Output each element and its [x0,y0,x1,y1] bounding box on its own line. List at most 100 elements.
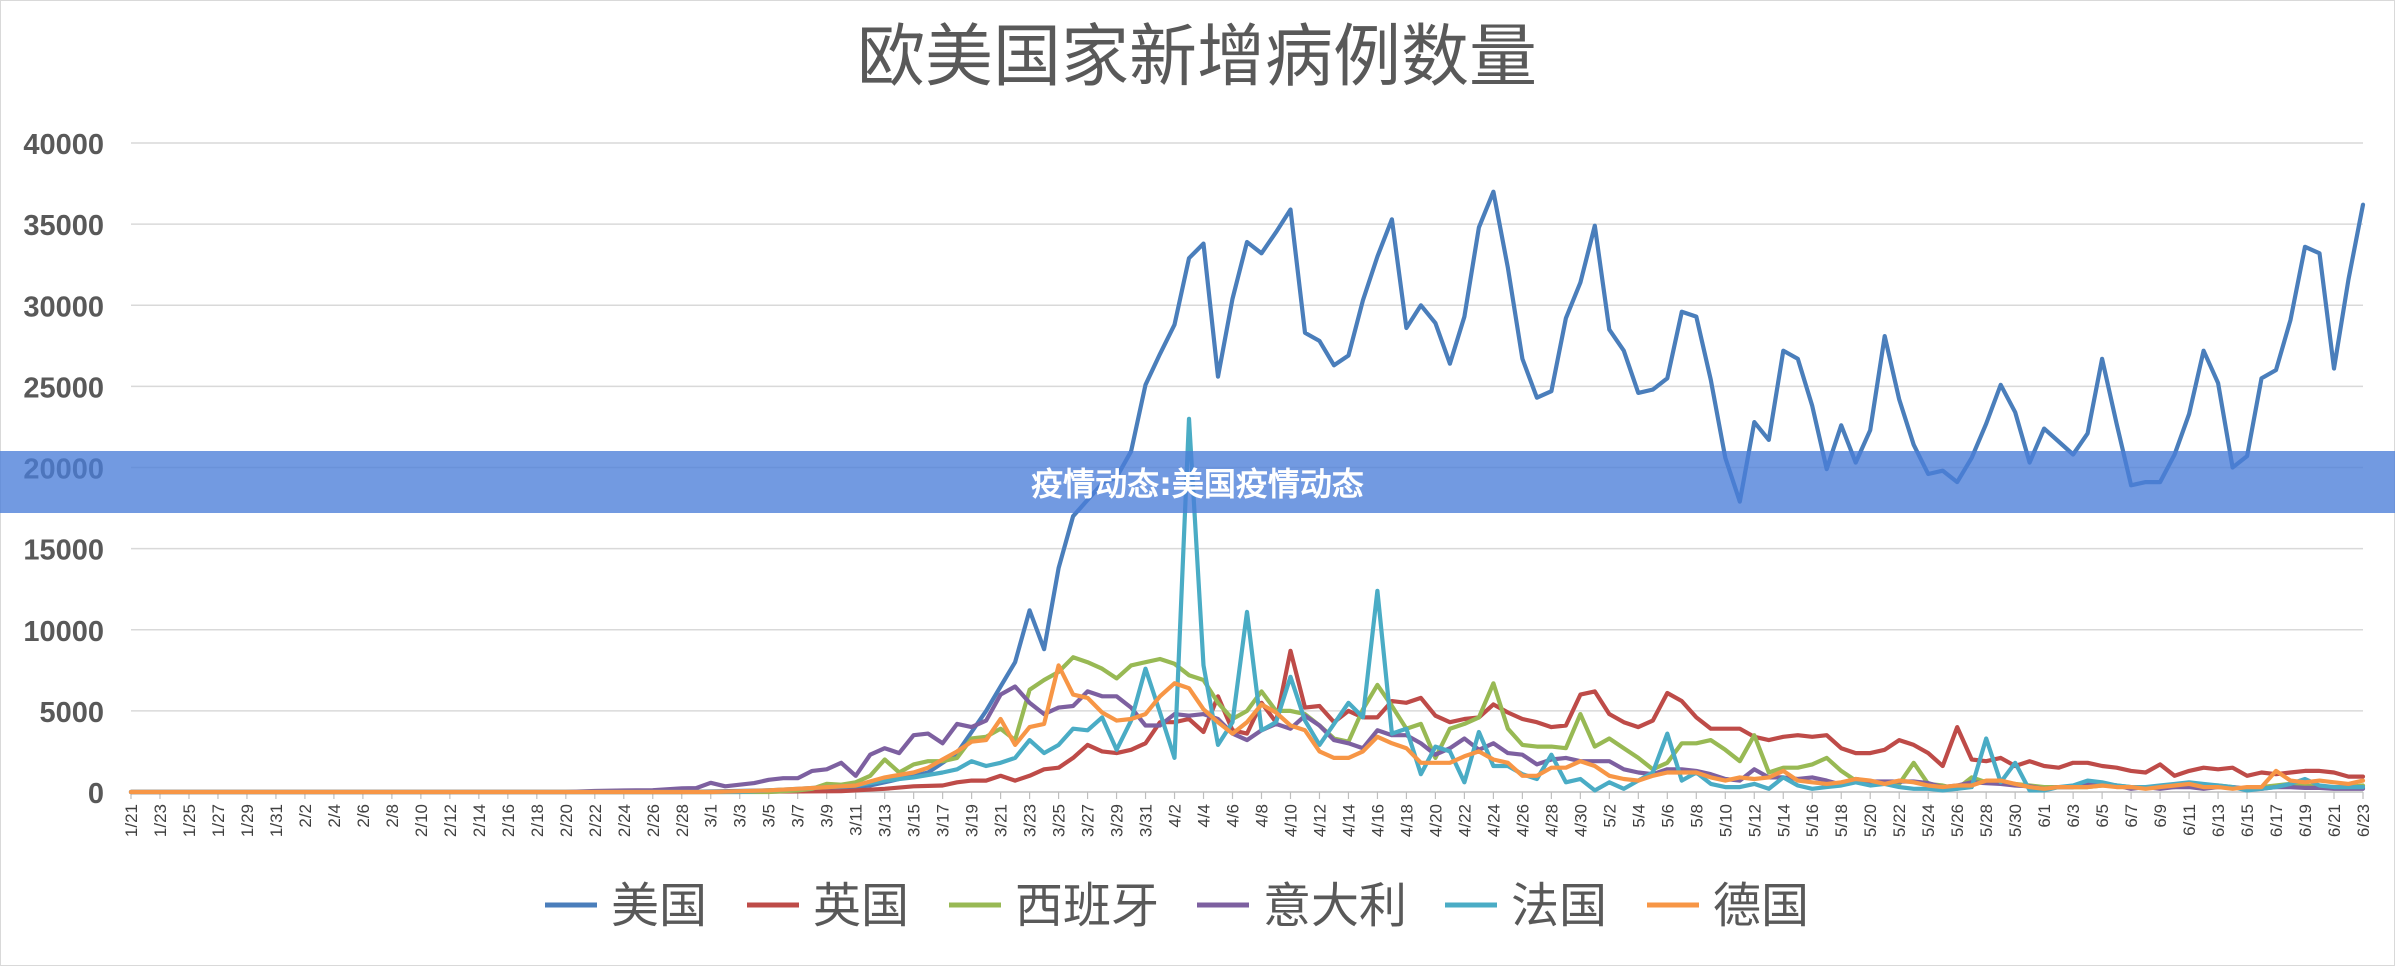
legend-label: 美国 [611,878,707,934]
x-tick-label: 4/14 [1339,804,1358,837]
x-tick-label: 1/21 [122,804,141,837]
x-tick-label: 2/28 [673,804,692,837]
series-line-法国 [128,416,2366,795]
x-tick-label: 2/14 [470,804,489,837]
x-tick-label: 3/19 [963,804,982,837]
x-tick-label: 3/25 [1050,804,1069,837]
x-tick-label: 6/7 [2122,804,2141,828]
x-tick-label: 3/27 [1079,804,1098,837]
x-tick-label: 3/11 [847,804,866,836]
x-tick-label: 2/26 [644,804,663,837]
x-tick-label: 3/3 [731,804,750,828]
y-tick-label: 5000 [39,697,104,729]
x-tick-label: 3/13 [876,804,895,837]
x-tick-label: 3/9 [818,804,837,828]
x-tick-label: 5/28 [1977,804,1996,837]
x-tick-label: 5/20 [1861,804,1880,837]
x-tick-label: 2/8 [383,804,402,828]
x-tick-label: 1/29 [238,804,257,837]
legend-label: 西班牙 [1015,878,1159,934]
y-tick-label: 15000 [23,535,104,567]
series-line-德国 [128,663,2366,795]
x-tick-label: 5/12 [1745,804,1764,837]
x-tick-label: 5/14 [1774,804,1793,837]
x-tick-label: 6/21 [2325,804,2344,837]
y-tick-label: 0 [88,778,104,810]
x-tick-label: 6/3 [2064,804,2083,828]
x-tick-label: 4/18 [1397,804,1416,837]
legend-label: 英国 [813,878,909,934]
x-tick-label: 3/7 [789,804,808,828]
x-tick-label: 4/4 [1195,804,1214,828]
x-tick-label: 4/10 [1281,804,1300,837]
y-tick-label: 30000 [23,291,104,323]
x-tick-label: 3/15 [905,804,924,837]
x-tick-label: 2/12 [441,804,460,837]
x-tick-label: 2/4 [325,804,344,828]
series-line-英国 [128,648,2366,795]
x-tick-label: 2/6 [354,804,373,828]
x-tick-label: 4/24 [1484,804,1503,837]
x-tick-label: 1/25 [180,804,199,837]
x-tick-label: 5/30 [2006,804,2025,837]
x-tick-label: 3/5 [760,804,779,828]
x-tick-label: 6/1 [2035,804,2054,828]
x-tick-label: 2/24 [615,804,634,837]
x-tick-label: 3/17 [934,804,953,837]
y-tick-label: 25000 [23,372,104,404]
x-tick-label: 2/22 [586,804,605,837]
x-tick-label: 4/20 [1426,804,1445,837]
x-tick-label: 5/2 [1600,804,1619,828]
x-tick-label: 2/18 [528,804,547,837]
legend-label: 法国 [1511,878,1607,934]
x-tick-label: 5/16 [1803,804,1822,837]
x-tick-label: 2/16 [499,804,518,837]
x-tick-label: 2/20 [557,804,576,837]
x-tick-label: 4/30 [1571,804,1590,837]
x-tick-label: 4/2 [1166,804,1185,828]
x-tick-label: 4/6 [1224,804,1243,828]
x-tick-label: 6/23 [2354,804,2373,837]
x-tick-label: 3/23 [1021,804,1040,837]
x-tick-label: 6/15 [2238,804,2257,837]
x-tick-label: 6/19 [2296,804,2315,837]
x-tick-label: 3/31 [1137,804,1156,837]
x-tick-label: 1/31 [267,804,286,837]
x-tick-label: 5/8 [1687,804,1706,828]
series-line-意大利 [128,684,2366,795]
x-tick-label: 6/11 [2180,804,2199,836]
banner: 疫情动态:美国疫情动态 [0,451,2395,513]
banner-text: 疫情动态:美国疫情动态 [1031,465,1364,503]
y-tick-label: 10000 [23,616,104,648]
x-tick-label: 6/5 [2093,804,2112,828]
x-tick-label: 5/4 [1629,804,1648,828]
x-axis: 1/21 1/23 1/25 1/27 1/29 1/31 2/2 2/4 2/6 2/8 2/10… [122,792,2373,837]
legend: 美国 英国 西班牙 意大利 法国 德国 [545,878,1809,934]
series-lines [128,189,2366,795]
x-tick-label: 2/10 [412,804,431,837]
y-tick-label: 40000 [23,129,104,161]
x-tick-label: 5/24 [1919,804,1938,837]
x-tick-label: 4/26 [1513,804,1532,837]
x-tick-label: 4/28 [1542,804,1561,837]
x-tick-label: 4/22 [1455,804,1474,837]
x-tick-label: 6/13 [2209,804,2228,837]
x-tick-label: 5/10 [1716,804,1735,837]
x-tick-label: 3/29 [1108,804,1127,837]
x-tick-label: 6/17 [2267,804,2286,837]
legend-label: 德国 [1713,878,1809,934]
x-tick-label: 4/12 [1310,804,1329,837]
x-tick-label: 5/26 [1948,804,1967,837]
x-tick-label: 2/2 [296,804,315,828]
x-tick-label: 5/18 [1832,804,1851,837]
x-tick-label: 3/1 [702,804,721,828]
x-tick-label: 4/16 [1368,804,1387,837]
y-tick-label: 35000 [23,210,104,242]
x-tick-label: 6/9 [2151,804,2170,828]
x-tick-label: 1/23 [151,804,170,837]
x-tick-label: 5/6 [1658,804,1677,828]
x-tick-label: 1/27 [209,804,228,837]
x-tick-label: 3/21 [992,804,1011,837]
x-tick-label: 5/22 [1890,804,1909,837]
